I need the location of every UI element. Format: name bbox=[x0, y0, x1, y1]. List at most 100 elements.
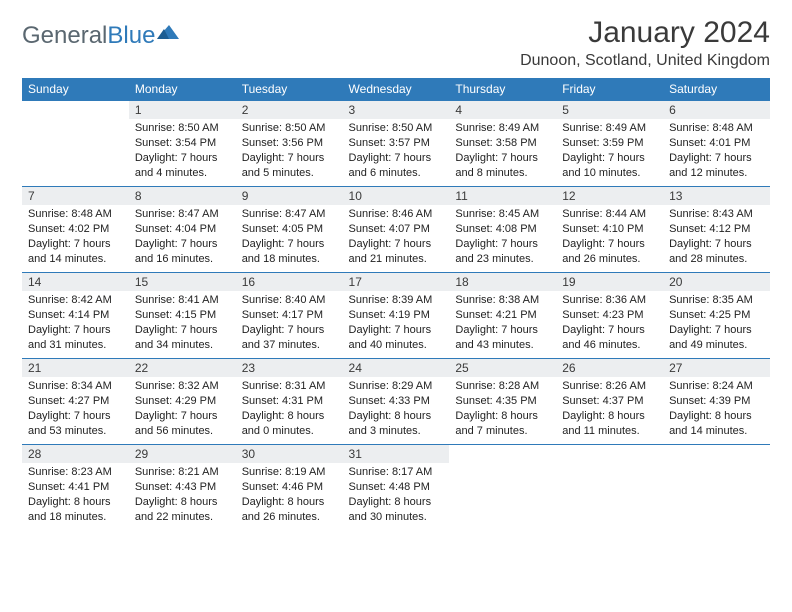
sunrise-text: Sunrise: 8:38 AM bbox=[455, 293, 550, 308]
daylight-line-1: Daylight: 8 hours bbox=[349, 409, 444, 424]
calendar-week-row: 28Sunrise: 8:23 AMSunset: 4:41 PMDayligh… bbox=[22, 445, 770, 531]
calendar-cell: 23Sunrise: 8:31 AMSunset: 4:31 PMDayligh… bbox=[236, 359, 343, 445]
daylight-line-2: and 26 minutes. bbox=[562, 252, 657, 267]
sunrise-text: Sunrise: 8:44 AM bbox=[562, 207, 657, 222]
daylight-line-1: Daylight: 7 hours bbox=[669, 151, 764, 166]
daylight-line-1: Daylight: 7 hours bbox=[28, 323, 123, 338]
calendar-cell: 18Sunrise: 8:38 AMSunset: 4:21 PMDayligh… bbox=[449, 273, 556, 359]
daylight-line-1: Daylight: 7 hours bbox=[135, 323, 230, 338]
day-number: 9 bbox=[236, 187, 343, 205]
sunrise-text: Sunrise: 8:28 AM bbox=[455, 379, 550, 394]
calendar-table: Sunday Monday Tuesday Wednesday Thursday… bbox=[22, 78, 770, 531]
sunrise-text: Sunrise: 8:48 AM bbox=[669, 121, 764, 136]
daylight-line-1: Daylight: 8 hours bbox=[135, 495, 230, 510]
daylight-line-2: and 43 minutes. bbox=[455, 338, 550, 353]
daylight-line-2: and 3 minutes. bbox=[349, 424, 444, 439]
calendar-week-row: 7Sunrise: 8:48 AMSunset: 4:02 PMDaylight… bbox=[22, 187, 770, 273]
day-details: Sunrise: 8:50 AMSunset: 3:56 PMDaylight:… bbox=[236, 119, 343, 184]
calendar-cell: 21Sunrise: 8:34 AMSunset: 4:27 PMDayligh… bbox=[22, 359, 129, 445]
daylight-line-2: and 10 minutes. bbox=[562, 166, 657, 181]
day-details: Sunrise: 8:50 AMSunset: 3:54 PMDaylight:… bbox=[129, 119, 236, 184]
daylight-line-2: and 23 minutes. bbox=[455, 252, 550, 267]
calendar-cell: 27Sunrise: 8:24 AMSunset: 4:39 PMDayligh… bbox=[663, 359, 770, 445]
calendar-cell: 11Sunrise: 8:45 AMSunset: 4:08 PMDayligh… bbox=[449, 187, 556, 273]
calendar-cell: 5Sunrise: 8:49 AMSunset: 3:59 PMDaylight… bbox=[556, 101, 663, 187]
calendar-cell: 19Sunrise: 8:36 AMSunset: 4:23 PMDayligh… bbox=[556, 273, 663, 359]
day-number: 10 bbox=[343, 187, 450, 205]
day-number: 3 bbox=[343, 101, 450, 119]
calendar-page: GeneralBlue January 2024 Dunoon, Scotlan… bbox=[0, 0, 792, 531]
calendar-head: Sunday Monday Tuesday Wednesday Thursday… bbox=[22, 78, 770, 101]
calendar-cell: 26Sunrise: 8:26 AMSunset: 4:37 PMDayligh… bbox=[556, 359, 663, 445]
day-details: Sunrise: 8:38 AMSunset: 4:21 PMDaylight:… bbox=[449, 291, 556, 356]
calendar-cell: 25Sunrise: 8:28 AMSunset: 4:35 PMDayligh… bbox=[449, 359, 556, 445]
day-number: 15 bbox=[129, 273, 236, 291]
sunset-text: Sunset: 4:46 PM bbox=[242, 480, 337, 495]
day-details: Sunrise: 8:48 AMSunset: 4:02 PMDaylight:… bbox=[22, 205, 129, 270]
day-details: Sunrise: 8:50 AMSunset: 3:57 PMDaylight:… bbox=[343, 119, 450, 184]
day-number: 11 bbox=[449, 187, 556, 205]
day-details: Sunrise: 8:49 AMSunset: 3:59 PMDaylight:… bbox=[556, 119, 663, 184]
day-header: Tuesday bbox=[236, 78, 343, 101]
calendar-cell: 30Sunrise: 8:19 AMSunset: 4:46 PMDayligh… bbox=[236, 445, 343, 531]
day-details: Sunrise: 8:23 AMSunset: 4:41 PMDaylight:… bbox=[22, 463, 129, 528]
daylight-line-2: and 4 minutes. bbox=[135, 166, 230, 181]
day-details: Sunrise: 8:32 AMSunset: 4:29 PMDaylight:… bbox=[129, 377, 236, 442]
day-number: 27 bbox=[663, 359, 770, 377]
daylight-line-2: and 28 minutes. bbox=[669, 252, 764, 267]
calendar-cell: 7Sunrise: 8:48 AMSunset: 4:02 PMDaylight… bbox=[22, 187, 129, 273]
sunset-text: Sunset: 3:59 PM bbox=[562, 136, 657, 151]
day-header: Thursday bbox=[449, 78, 556, 101]
daylight-line-1: Daylight: 8 hours bbox=[242, 409, 337, 424]
calendar-cell bbox=[449, 445, 556, 531]
sunrise-text: Sunrise: 8:32 AM bbox=[135, 379, 230, 394]
calendar-cell: 12Sunrise: 8:44 AMSunset: 4:10 PMDayligh… bbox=[556, 187, 663, 273]
calendar-cell: 16Sunrise: 8:40 AMSunset: 4:17 PMDayligh… bbox=[236, 273, 343, 359]
logo-text-1: General bbox=[22, 22, 107, 50]
calendar-week-row: 21Sunrise: 8:34 AMSunset: 4:27 PMDayligh… bbox=[22, 359, 770, 445]
sunrise-text: Sunrise: 8:31 AM bbox=[242, 379, 337, 394]
day-details: Sunrise: 8:42 AMSunset: 4:14 PMDaylight:… bbox=[22, 291, 129, 356]
daylight-line-2: and 8 minutes. bbox=[455, 166, 550, 181]
day-number: 8 bbox=[129, 187, 236, 205]
day-number: 14 bbox=[22, 273, 129, 291]
daylight-line-1: Daylight: 7 hours bbox=[669, 237, 764, 252]
daylight-line-1: Daylight: 7 hours bbox=[562, 237, 657, 252]
sunset-text: Sunset: 4:17 PM bbox=[242, 308, 337, 323]
sunset-text: Sunset: 4:10 PM bbox=[562, 222, 657, 237]
day-details: Sunrise: 8:19 AMSunset: 4:46 PMDaylight:… bbox=[236, 463, 343, 528]
daylight-line-2: and 12 minutes. bbox=[669, 166, 764, 181]
logo-flag-icon bbox=[157, 22, 179, 50]
day-details: Sunrise: 8:47 AMSunset: 4:05 PMDaylight:… bbox=[236, 205, 343, 270]
daylight-line-2: and 6 minutes. bbox=[349, 166, 444, 181]
sunrise-text: Sunrise: 8:45 AM bbox=[455, 207, 550, 222]
location: Dunoon, Scotland, United Kingdom bbox=[520, 52, 770, 70]
daylight-line-1: Daylight: 8 hours bbox=[242, 495, 337, 510]
daylight-line-1: Daylight: 7 hours bbox=[349, 323, 444, 338]
calendar-cell: 10Sunrise: 8:46 AMSunset: 4:07 PMDayligh… bbox=[343, 187, 450, 273]
day-details: Sunrise: 8:47 AMSunset: 4:04 PMDaylight:… bbox=[129, 205, 236, 270]
daylight-line-2: and 18 minutes. bbox=[242, 252, 337, 267]
day-header: Saturday bbox=[663, 78, 770, 101]
day-details: Sunrise: 8:26 AMSunset: 4:37 PMDaylight:… bbox=[556, 377, 663, 442]
sunset-text: Sunset: 4:39 PM bbox=[669, 394, 764, 409]
calendar-cell: 13Sunrise: 8:43 AMSunset: 4:12 PMDayligh… bbox=[663, 187, 770, 273]
sunset-text: Sunset: 4:21 PM bbox=[455, 308, 550, 323]
day-number: 2 bbox=[236, 101, 343, 119]
day-details: Sunrise: 8:29 AMSunset: 4:33 PMDaylight:… bbox=[343, 377, 450, 442]
daylight-line-1: Daylight: 8 hours bbox=[455, 409, 550, 424]
day-number: 30 bbox=[236, 445, 343, 463]
sunrise-text: Sunrise: 8:19 AM bbox=[242, 465, 337, 480]
day-details: Sunrise: 8:46 AMSunset: 4:07 PMDaylight:… bbox=[343, 205, 450, 270]
day-details: Sunrise: 8:48 AMSunset: 4:01 PMDaylight:… bbox=[663, 119, 770, 184]
daylight-line-1: Daylight: 7 hours bbox=[135, 151, 230, 166]
day-details: Sunrise: 8:41 AMSunset: 4:15 PMDaylight:… bbox=[129, 291, 236, 356]
calendar-cell: 2Sunrise: 8:50 AMSunset: 3:56 PMDaylight… bbox=[236, 101, 343, 187]
daylight-line-1: Daylight: 7 hours bbox=[562, 151, 657, 166]
sunrise-text: Sunrise: 8:24 AM bbox=[669, 379, 764, 394]
sunrise-text: Sunrise: 8:23 AM bbox=[28, 465, 123, 480]
sunset-text: Sunset: 4:27 PM bbox=[28, 394, 123, 409]
sunset-text: Sunset: 4:29 PM bbox=[135, 394, 230, 409]
calendar-week-row: 14Sunrise: 8:42 AMSunset: 4:14 PMDayligh… bbox=[22, 273, 770, 359]
daylight-line-2: and 14 minutes. bbox=[669, 424, 764, 439]
